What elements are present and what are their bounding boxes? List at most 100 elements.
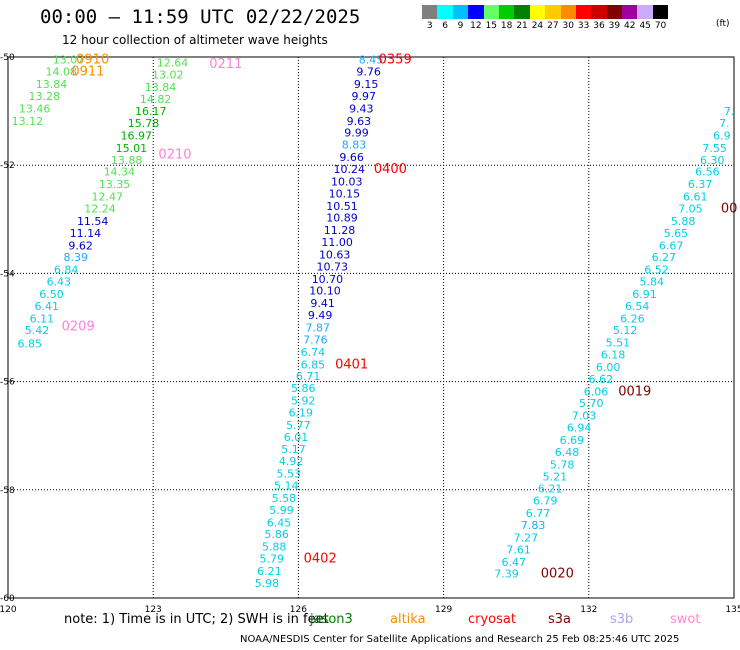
- color-swatch: 21: [514, 5, 530, 32]
- color-swatch-label: 6: [442, 21, 448, 31]
- color-scale-legend: 3 6 9 12 15 18 21 24 27 30 33 36 39 42 45 70: [422, 5, 669, 32]
- wave-height-label: 6.30: [700, 154, 725, 167]
- map-frame: [7, 56, 735, 599]
- wave-height-label: 5.98: [255, 577, 280, 590]
- color-swatch: 33: [575, 5, 592, 32]
- wave-height-label: 5.42: [25, 324, 50, 337]
- color-swatch-label: 3: [426, 21, 433, 31]
- wave-height-label: 5.79: [260, 553, 285, 566]
- wave-height-label: 16.17: [135, 105, 167, 118]
- wave-height-label: 9.66: [339, 151, 364, 164]
- wave-height-label: 8.39: [64, 251, 89, 264]
- color-swatch: 45: [637, 5, 653, 32]
- wave-height-label: 13.35: [99, 178, 131, 191]
- color-swatch: 3: [422, 5, 438, 32]
- pass-time-label: 0402: [304, 552, 337, 567]
- wave-height-label: 7.39: [494, 568, 519, 581]
- longitude-tick-label: 135: [725, 605, 740, 615]
- longitude-tick-label: 132: [580, 605, 597, 615]
- color-swatch: 15: [483, 5, 499, 32]
- pass-time-label: 0020: [541, 567, 574, 582]
- wave-height-label: 6.74: [301, 346, 326, 359]
- latitude-tick-label: -58: [0, 486, 15, 496]
- wave-height-label: 13.12: [12, 115, 44, 128]
- wave-height-label: 5.92: [291, 395, 316, 408]
- wave-height-label: 6.61: [683, 191, 708, 204]
- color-swatch-label: 21: [516, 21, 528, 31]
- color-swatch-box: [652, 5, 669, 19]
- wave-height-label: 6.67: [659, 239, 684, 252]
- color-swatch-label: 9: [457, 21, 464, 31]
- wave-height-label: 6.18: [601, 349, 626, 362]
- wave-height-label: 9.62: [68, 239, 93, 252]
- color-swatch-label: 33: [577, 21, 590, 31]
- pass-time-label: 0210: [158, 147, 191, 162]
- wave-height-label: 12.64: [157, 56, 189, 69]
- color-swatch-box: [575, 5, 592, 19]
- pass-time-label: 0911: [71, 65, 104, 80]
- wave-height-label: 6.19: [289, 406, 314, 419]
- wave-height-label: 6.52: [644, 264, 669, 277]
- wave-height-label: 5.53: [276, 468, 301, 481]
- color-swatch-box: [483, 5, 499, 19]
- wave-height-label: 6.01: [284, 431, 309, 444]
- wave-height-label: 5.84: [639, 276, 664, 289]
- color-swatch: 24: [529, 5, 546, 32]
- wave-height-label: 9.49: [308, 309, 333, 322]
- wave-height-label: 10.73: [317, 260, 349, 273]
- wave-height-label: 5.86: [291, 382, 316, 395]
- color-swatch-label: 12: [470, 21, 482, 31]
- wave-height-label: 7.: [719, 117, 730, 130]
- wave-height-label: 12.24: [84, 202, 116, 215]
- satellite-legend-s3a: s3a: [548, 612, 572, 627]
- color-swatch-box: [606, 5, 623, 19]
- color-swatch-box: [422, 5, 438, 19]
- wave-height-label: 6.56: [695, 166, 720, 179]
- wave-height-label: 13.02: [152, 68, 184, 81]
- color-swatch-box: [498, 5, 515, 19]
- map-subtitle: 12 hour collection of altimeter wave hei…: [62, 33, 328, 47]
- wave-height-label: 13.07: [53, 54, 85, 67]
- wave-height-label: 8.83: [342, 139, 367, 152]
- map-title: 00:00 – 11:59 UTC 02/22/2025: [40, 6, 361, 28]
- wave-height-label: 7.03: [572, 410, 597, 423]
- pass-time-label: 0211: [209, 57, 242, 72]
- wave-height-label: 6.06: [584, 385, 609, 398]
- color-swatch-box: [591, 5, 607, 19]
- credit-line: NOAA/NESDIS Center for Satellite Applica…: [240, 634, 680, 645]
- wave-height-label: 11.28: [324, 224, 356, 237]
- wave-height-label: 6.69: [560, 434, 585, 447]
- pass-time-label: 0910: [76, 53, 109, 68]
- wave-height-label: 14.08: [45, 66, 77, 79]
- wave-height-label: 10.10: [309, 285, 341, 298]
- satellite-legend-altika: altika: [390, 612, 426, 627]
- color-scale-unit: (ft): [716, 19, 730, 29]
- latitude-tick-label: -56: [0, 378, 15, 388]
- color-swatch-box: [637, 5, 653, 19]
- wave-height-label: 10.24: [333, 163, 365, 176]
- color-swatch-box: [545, 5, 561, 19]
- wave-height-label: 6.21: [538, 483, 563, 496]
- wave-height-label: 15.78: [128, 117, 160, 130]
- wave-height-label: 6.84: [54, 264, 79, 277]
- color-swatch-label: 18: [500, 21, 513, 31]
- wave-height-label: 12.47: [91, 191, 123, 204]
- wave-height-label: 9.43: [349, 102, 374, 115]
- wave-height-label: 10.70: [312, 273, 344, 286]
- wave-height-label: 13.84: [145, 81, 177, 94]
- pass-time-label: 0400: [374, 162, 407, 177]
- latitude-tick-label: -54: [0, 269, 15, 279]
- wave-height-label: 6.27: [652, 251, 677, 264]
- wave-height-label: 7.83: [521, 519, 546, 532]
- wave-height-label: 13.88: [111, 154, 143, 167]
- wave-height-label: 6.11: [30, 312, 55, 325]
- wave-height-label: 5.12: [613, 324, 638, 337]
- wave-height-label: 14.82: [140, 93, 172, 106]
- satellite-legend-cryosat: cryosat: [468, 612, 516, 627]
- satellite-legend-s3b: s3b: [610, 612, 634, 627]
- wave-height-label: 10.51: [326, 200, 358, 213]
- wave-height-label: 9.97: [351, 90, 376, 103]
- color-swatch-label: 70: [654, 21, 667, 31]
- color-swatch-box: [622, 5, 638, 19]
